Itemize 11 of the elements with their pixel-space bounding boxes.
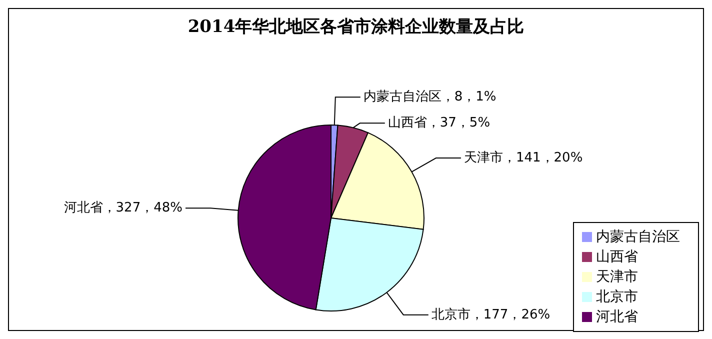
legend-label: 山西省 bbox=[596, 249, 638, 265]
data-label: 河北省，327，48% bbox=[64, 200, 183, 216]
chart-title: 2014年华北地区各省市涂料企业数量及占比 bbox=[186, 16, 526, 39]
legend-label: 北京市 bbox=[596, 289, 638, 305]
legend-label: 内蒙古自治区 bbox=[596, 229, 680, 245]
data-label: 内蒙古自治区，8，1% bbox=[363, 90, 496, 105]
data-label: 北京市，177，26% bbox=[431, 307, 550, 322]
legend-label: 河北省 bbox=[596, 309, 638, 325]
data-label: 山西省，37，5% bbox=[388, 116, 490, 131]
legend-label: 天津市 bbox=[596, 269, 638, 285]
data-label: 天津市，141，20% bbox=[464, 150, 583, 166]
